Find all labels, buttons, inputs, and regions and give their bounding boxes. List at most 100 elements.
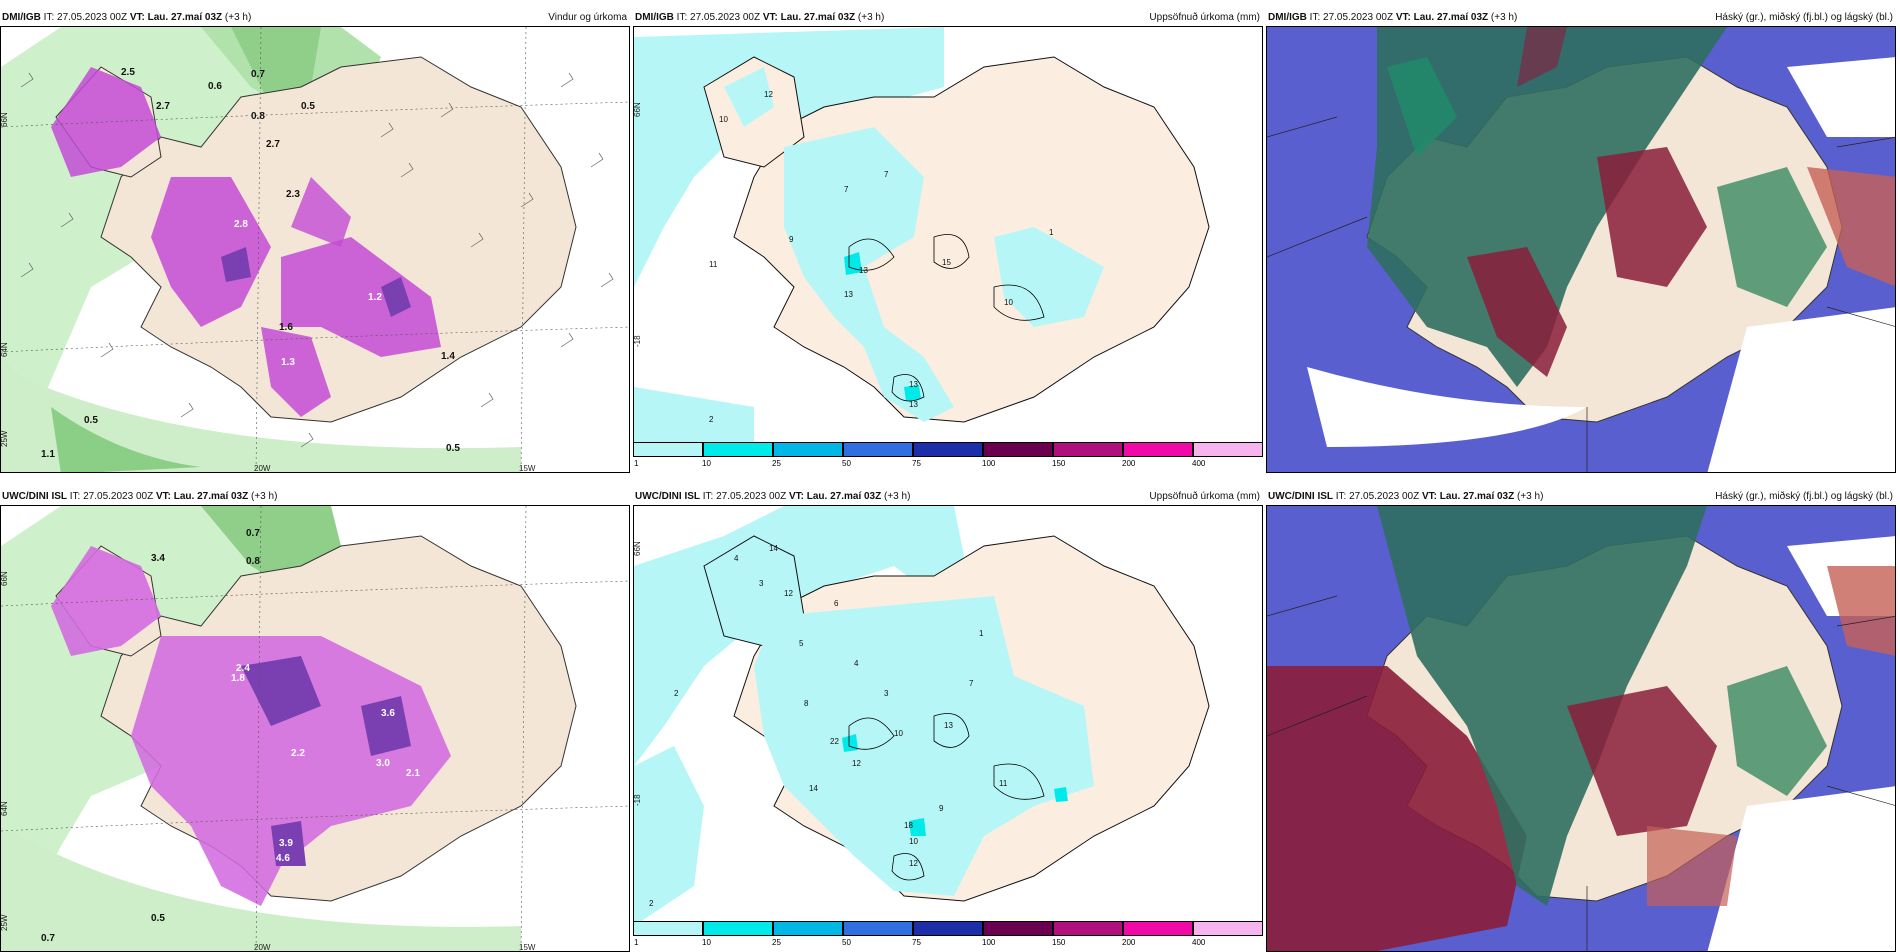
map-frame[interactable]: 12 10 7 7 9 13 13 15 10 1 11 13 13 2 66N… [633, 26, 1263, 473]
value-label: 10 [894, 729, 903, 738]
forecast-offset: (+3 h) [884, 491, 911, 502]
colorbar-tick: 150 [1052, 459, 1066, 468]
lon-label: 15W [519, 943, 536, 952]
panel-title: Uppsöfnuð úrkoma (mm) [1149, 491, 1260, 502]
value-label: 1.1 [41, 449, 55, 460]
lat-label: -18 [634, 335, 642, 347]
model-name: UWC/DINI ISL [635, 491, 700, 502]
value-label: 2.4 [236, 663, 250, 674]
value-label: 11 [709, 260, 718, 269]
model-name: UWC/DINI ISL [2, 491, 67, 502]
colorbar-tick: 75 [912, 938, 921, 947]
value-label: 1 [1049, 228, 1054, 237]
value-label: 0.5 [151, 913, 165, 924]
colorbar: 1 10 25 50 75 100 150 200 400 [633, 442, 1263, 473]
value-label: 0.5 [301, 101, 315, 112]
panel-header: UWC/DINI ISL IT: 27.05.2023 00Z VT: Lau.… [0, 489, 630, 505]
lon-label: 25W [1, 914, 9, 931]
colorbar-tick: 75 [912, 459, 921, 468]
value-label: 1.8 [231, 673, 245, 684]
map-frame[interactable] [1266, 505, 1896, 952]
colorbar-tick: 100 [982, 459, 996, 468]
value-label: 0.7 [41, 933, 55, 944]
value-label: 1.3 [281, 357, 295, 368]
value-label: 2 [709, 415, 714, 424]
value-label: 13 [944, 721, 953, 730]
value-label: 0.8 [251, 111, 265, 122]
forecast-offset: (+3 h) [251, 491, 278, 502]
colorbar: 1 10 25 50 75 100 150 200 400 [633, 921, 1263, 952]
colorbar-tick: 50 [842, 459, 851, 468]
forecast-offset: (+3 h) [224, 12, 252, 23]
value-label: 22 [830, 737, 839, 746]
lon-label: 20W [254, 464, 271, 473]
value-label: 2.7 [266, 139, 280, 150]
value-label: 3.9 [279, 838, 293, 849]
model-name: DMI/IGB [635, 12, 674, 23]
value-label: 0.6 [208, 81, 222, 92]
colorbar-tick: 25 [772, 459, 781, 468]
value-label: 1.4 [441, 351, 455, 362]
init-time: IT: 27.05.2023 00Z [69, 491, 154, 502]
panel-precip-bottom: UWC/DINI ISL IT: 27.05.2023 00Z VT: Lau.… [633, 489, 1263, 952]
model-name: DMI/IGB [1268, 12, 1307, 23]
value-label: 2.2 [291, 748, 305, 759]
valid-time: Lau. 27.maí 03Z [780, 12, 856, 23]
map-frame[interactable] [1266, 26, 1896, 473]
init-time: IT: 27.05.2023 00Z [676, 12, 761, 23]
lon-label: 25W [1, 430, 9, 447]
colorbar-tick: 1 [634, 938, 639, 947]
panel-title: Vindur og úrkoma [548, 12, 627, 23]
colorbar-tick: 400 [1192, 938, 1206, 947]
model-name: UWC/DINI ISL [1268, 491, 1333, 502]
value-label: 0.7 [246, 528, 260, 539]
value-label: 14 [769, 544, 778, 553]
valid-time: Lau. 27.maí 03Z [806, 491, 882, 502]
value-label: 11 [999, 779, 1008, 788]
lat-label: 64N [1, 801, 9, 816]
colorbar-tick: 10 [702, 938, 711, 947]
value-label: 10 [719, 115, 728, 124]
forecast-offset: (+3 h) [1517, 491, 1544, 502]
value-label: 7 [969, 679, 974, 688]
panel-header: UWC/DINI ISL IT: 27.05.2023 00Z VT: Lau.… [633, 489, 1263, 505]
value-label: 2.5 [121, 67, 135, 78]
lon-label: 15W [519, 464, 536, 473]
panel-wind-bottom: UWC/DINI ISL IT: 27.05.2023 00Z VT: Lau.… [0, 489, 630, 952]
value-label: 2.1 [406, 768, 420, 779]
lat-label: 66N [1, 112, 9, 127]
lat-label: 66N [1, 571, 9, 586]
lat-label: -18 [634, 794, 642, 806]
value-label: 3.6 [381, 708, 395, 719]
model-name: DMI/IGB [2, 12, 41, 23]
value-label: 0.5 [446, 443, 460, 454]
map-frame[interactable]: 0.7 0.8 2.4 3.4 1.8 2.2 3.6 3.0 2.1 4.6 … [0, 505, 630, 952]
valid-label: VT: [1421, 491, 1437, 502]
map-frame[interactable]: 4 3 14 12 6 5 4 3 10 22 12 8 14 13 11 7 … [633, 505, 1263, 952]
value-label: 1 [979, 629, 984, 638]
init-time: IT: 27.05.2023 00Z [1309, 12, 1394, 23]
forecast-offset: (+3 h) [1490, 12, 1518, 23]
value-label: 3.4 [151, 553, 165, 564]
value-label: 15 [942, 258, 951, 267]
valid-label: VT: [129, 12, 145, 23]
panel-header: DMI/IGB IT: 27.05.2023 00Z VT: Lau. 27.m… [633, 10, 1263, 26]
panel-title: Háský (gr.), miðský (fj.bl.) og lágský (… [1715, 491, 1893, 502]
colorbar-tick: 1 [634, 459, 639, 468]
value-label: 2.7 [156, 101, 170, 112]
init-time: IT: 27.05.2023 00Z [1335, 491, 1420, 502]
value-label: 5 [799, 639, 804, 648]
panel-header: DMI/IGB IT: 27.05.2023 00Z VT: Lau. 27.m… [0, 10, 630, 26]
map-frame[interactable]: 2.5 0.7 2.7 0.6 0.8 0.5 2.7 2.3 2.8 1.2 … [0, 26, 630, 473]
value-label: 18 [904, 821, 913, 830]
valid-time: Lau. 27.maí 03Z [173, 491, 249, 502]
value-label: 2 [674, 689, 679, 698]
colorbar-tick: 100 [982, 938, 996, 947]
value-label: 3 [884, 689, 889, 698]
value-label: 14 [809, 784, 818, 793]
panel-clouds-top: DMI/IGB IT: 27.05.2023 00Z VT: Lau. 27.m… [1266, 10, 1896, 473]
lat-label: 66N [634, 541, 642, 556]
colorbar-tick: 200 [1122, 938, 1136, 947]
value-label: 7 [884, 170, 889, 179]
value-label: 0.7 [251, 69, 265, 80]
